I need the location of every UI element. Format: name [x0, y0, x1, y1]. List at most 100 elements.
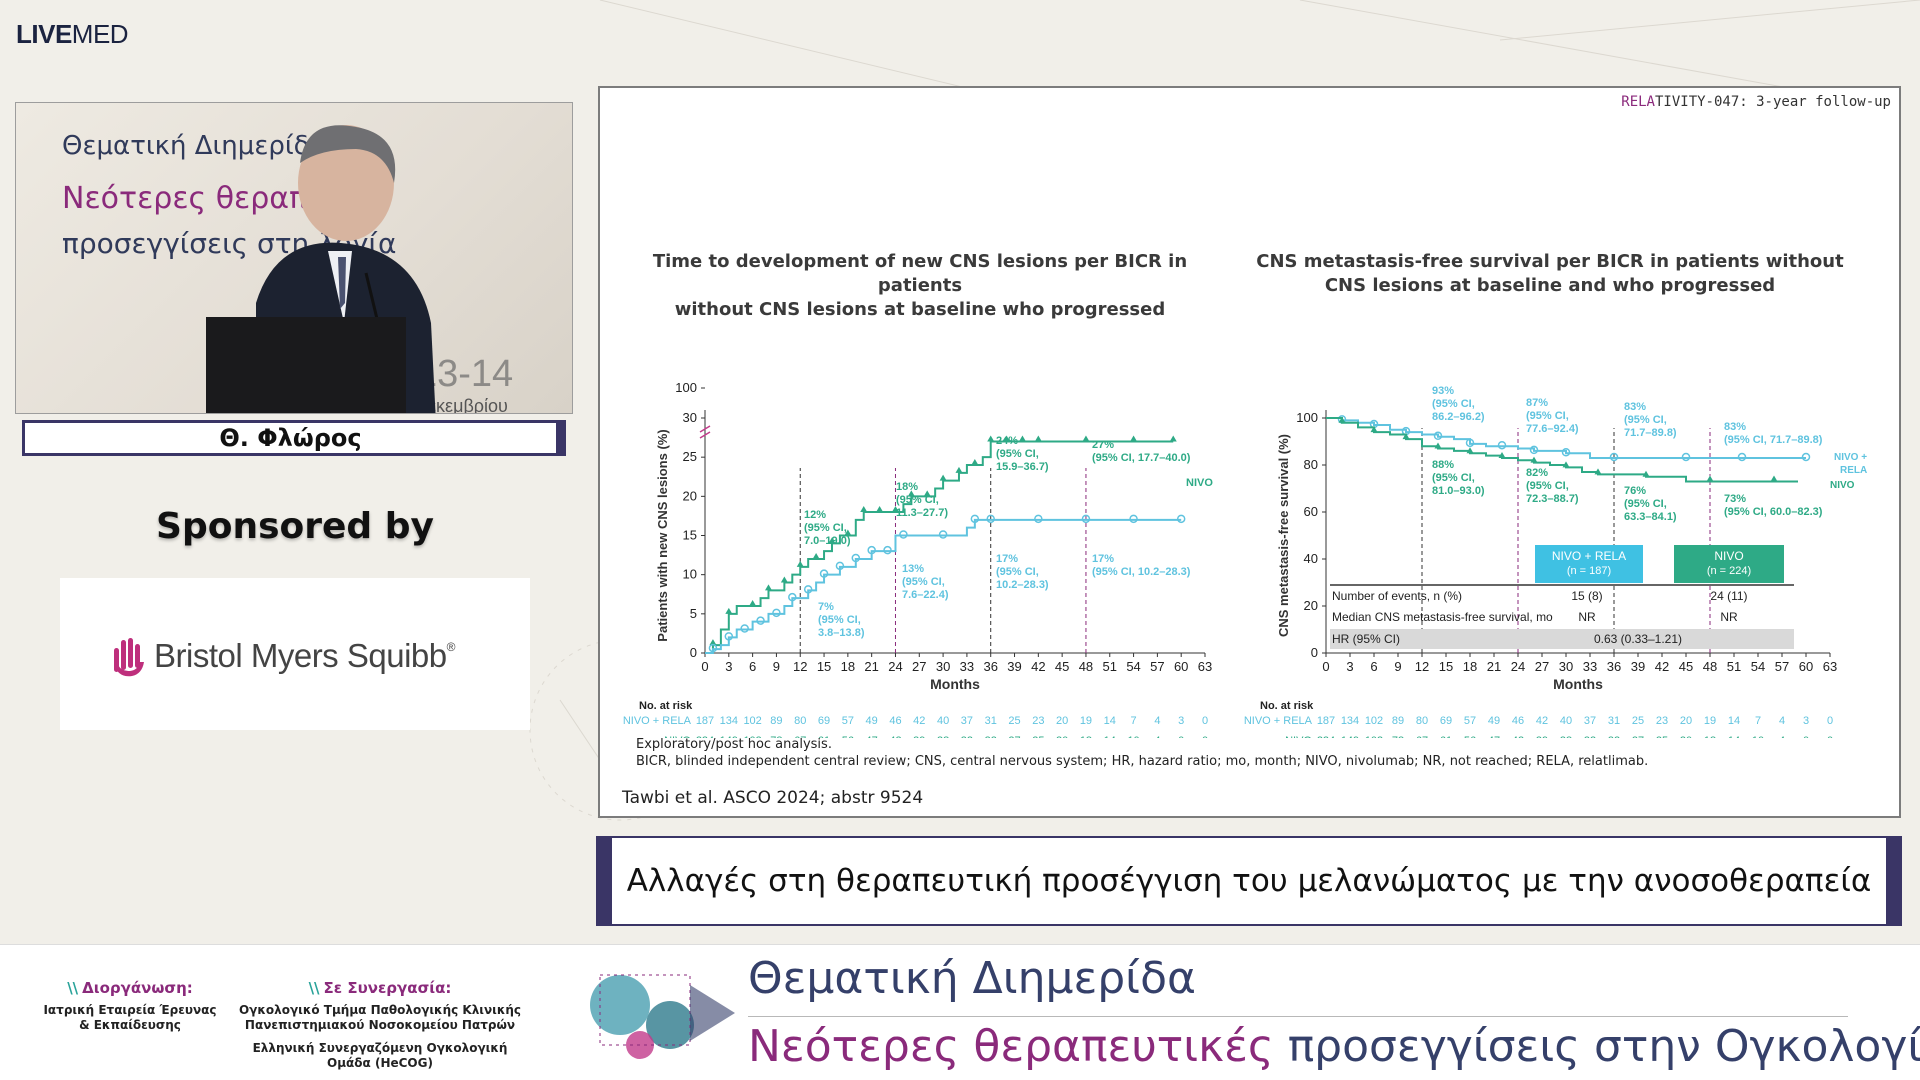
x-axis-label: Months	[1553, 676, 1603, 692]
x-tick-label: 27	[912, 659, 926, 674]
summary-value: 15 (8)	[1571, 589, 1602, 603]
censor-mark	[1529, 445, 1539, 455]
study-tag: RELATIVITY-047: 3-year follow-up	[1621, 94, 1891, 110]
y-tick-label: 10	[683, 567, 697, 582]
risk-value: 40	[1560, 715, 1572, 727]
censor-mark	[1370, 426, 1378, 433]
video-backdrop-line2: Νεότερες θεραπ	[62, 181, 308, 216]
censor-mark	[1402, 433, 1410, 440]
risk-value: 224	[696, 735, 714, 738]
risk-value: 0	[1803, 735, 1809, 738]
estimate-annotation: 7%	[818, 601, 834, 613]
organizer-line1: Ιατρική Εταιρεία Έρευνας	[43, 1003, 217, 1017]
risk-value: 224	[1317, 735, 1335, 738]
x-tick-label: 0	[1322, 659, 1329, 674]
risk-value: 103	[1365, 735, 1383, 738]
estimate-annotation: (95% CI,	[996, 566, 1039, 578]
censor-mark	[828, 537, 836, 544]
x-tick-label: 24	[1511, 659, 1525, 674]
speaker-name: Θ. Φλώρος	[22, 420, 566, 456]
footer-event-subtitle: Νεότερες θεραπευτικές προσεγγίσεις στην …	[748, 1021, 1920, 1072]
hr-row-bg	[1330, 629, 1794, 649]
risk-value: 14	[1104, 715, 1116, 727]
censor-mark	[764, 584, 772, 591]
estimate-annotation: 83%	[1724, 421, 1746, 433]
risk-value: 32	[1608, 735, 1620, 738]
risk-value: 37	[961, 715, 973, 727]
risk-value: 4	[1779, 715, 1785, 727]
sponsor-logo-box: Bristol Myers Squibb ®	[60, 578, 530, 730]
x-tick-label: 9	[773, 659, 780, 674]
censor-mark	[1642, 470, 1650, 477]
risk-value: 0	[1202, 715, 1208, 727]
estimate-annotation: (95% CI,	[896, 494, 939, 506]
x-tick-label: 15	[1439, 659, 1453, 674]
risk-value: 19	[1704, 715, 1716, 727]
risk-value: 4	[1154, 715, 1160, 727]
partner-line3: Ελληνική Συνεργαζόμενη Ογκολογική Ομάδα …	[252, 1041, 508, 1070]
summary-col1-n: (n = 187)	[1567, 565, 1611, 577]
summary-value: NR	[1578, 610, 1596, 624]
laptop	[206, 317, 406, 413]
risk-value: 187	[696, 715, 714, 727]
estimate-annotation: (95% CI,	[1526, 410, 1569, 422]
risk-value: 31	[985, 715, 997, 727]
censor-mark	[1561, 448, 1571, 457]
censor-mark	[835, 561, 845, 571]
risk-value: 38	[1560, 735, 1572, 738]
risk-value: 42	[889, 735, 901, 738]
risk-value: 134	[1341, 715, 1359, 727]
estimate-annotation: 27%	[1092, 439, 1114, 451]
estimate-annotation: (95% CI,	[1624, 414, 1667, 426]
risk-row-label: NIVO	[1285, 735, 1312, 738]
estimate-annotation: (95% CI, 71.7–89.8)	[1724, 434, 1823, 446]
x-tick-label: 48	[1079, 659, 1093, 674]
video-backdrop-date-sub: Δεκεμβρίου	[416, 396, 508, 414]
bms-logo-text: Bristol Myers Squibb	[154, 637, 447, 674]
censor-mark	[891, 506, 899, 512]
risk-value: 39	[913, 735, 925, 738]
censor-mark	[986, 514, 995, 524]
chart2-title: CNS metastasis-free survival per BICR in…	[1256, 251, 1844, 296]
risk-value: 56	[842, 735, 854, 738]
risk-value: 61	[818, 735, 830, 738]
estimate-annotation: 11.3–27.7)	[896, 507, 948, 519]
risk-value: 42	[913, 715, 925, 727]
censor-mark	[1498, 451, 1506, 458]
organizer-block: \\ Διοργάνωση: Ιατρική Εταιρεία Έρευνας &…	[40, 979, 220, 1033]
x-tick-label: 12	[793, 659, 807, 674]
risk-value: 103	[743, 735, 761, 738]
x-tick-label: 48	[1703, 659, 1717, 674]
censor-mark	[923, 490, 931, 497]
estimate-annotation: 87%	[1526, 397, 1548, 409]
footnote-analysis: Exploratory/post hoc analysis.	[636, 737, 832, 752]
y-tick-label: 100	[1296, 410, 1318, 425]
risk-value: 67	[1416, 735, 1428, 738]
risk-value: 149	[1341, 735, 1359, 738]
y-tick-label: 20	[1304, 598, 1318, 613]
censor-mark	[749, 600, 757, 606]
x-tick-label: 54	[1126, 659, 1140, 674]
x-tick-label: 24	[888, 659, 902, 674]
estimate-annotation: 3.8–13.8)	[818, 627, 865, 639]
risk-value: 102	[1365, 715, 1383, 727]
risk-value: 27	[1632, 735, 1644, 738]
risk-value: 25	[1656, 735, 1668, 738]
risk-row-label: NIVO + RELA	[1244, 715, 1313, 727]
summary-col1-header: NIVO + RELA	[1552, 549, 1626, 563]
censor-mark	[1018, 435, 1026, 442]
series-end-label: NIVO	[1186, 477, 1213, 489]
censor-mark	[708, 643, 718, 653]
registered-mark: ®	[446, 640, 456, 654]
bms-hand-icon	[114, 638, 144, 677]
event-footer: \\ Διοργάνωση: Ιατρική Εταιρεία Έρευνας &…	[0, 944, 1920, 1080]
censor-mark	[987, 435, 995, 442]
estimate-annotation: 76%	[1624, 485, 1646, 497]
risk-value: 10	[1752, 735, 1764, 738]
video-backdrop-line1: Θεματική Διημερίδα	[62, 131, 327, 161]
risk-value: 187	[1317, 715, 1335, 727]
risk-value: 20	[1680, 735, 1692, 738]
x-tick-label: 21	[1487, 659, 1501, 674]
censor-mark	[1081, 514, 1091, 524]
summary-col2-header: NIVO	[1714, 549, 1743, 563]
